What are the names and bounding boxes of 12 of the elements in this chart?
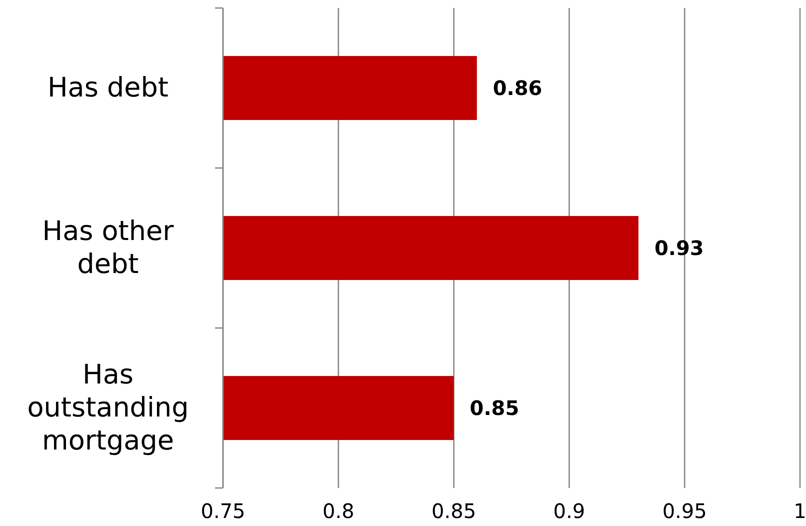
x-tick-label: 0.75: [200, 499, 246, 523]
data-label: 0.85: [470, 396, 520, 420]
data-label: 0.93: [654, 236, 704, 260]
x-tick-label: 0.85: [432, 499, 476, 523]
x-tick-label: 0.8: [322, 499, 354, 523]
x-tick-label: 1: [794, 499, 806, 523]
data-label: 0.86: [492, 76, 542, 100]
y-tick-label: Has other debt: [42, 216, 175, 280]
x-tick-label: 0.9: [553, 499, 586, 523]
x-tick-label: 0.95: [662, 499, 707, 523]
y-tick-label: Has debt: [48, 72, 168, 104]
y-tick-label: Has outstanding mortgage: [27, 360, 189, 456]
